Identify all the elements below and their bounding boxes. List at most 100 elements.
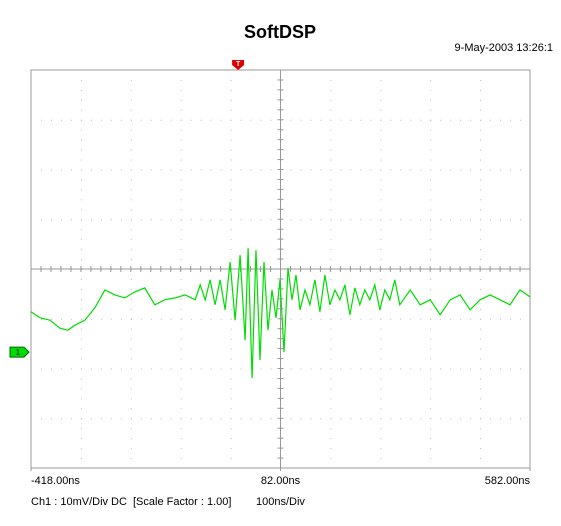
grid-dot <box>410 219 412 221</box>
trigger-marker <box>232 60 245 70</box>
grid-dot <box>40 368 42 370</box>
grid-dot <box>380 418 382 420</box>
grid-dot <box>430 368 432 370</box>
grid-dot <box>430 438 432 440</box>
grid-dot <box>150 169 152 171</box>
grid-dot <box>130 89 132 91</box>
grid-dot <box>380 259 382 261</box>
grid-dot <box>480 388 482 390</box>
grid-dot <box>480 229 482 231</box>
grid-dot <box>380 378 382 380</box>
grid-dot <box>80 129 82 131</box>
grid-dot <box>200 169 202 171</box>
grid-dot <box>320 219 322 221</box>
grid-dot <box>180 99 182 101</box>
grid-dot <box>420 418 422 420</box>
grid-dot <box>80 408 82 410</box>
grid-dot <box>330 428 332 430</box>
grid-dot <box>80 219 82 221</box>
grid-dot <box>380 368 382 370</box>
grid-dot <box>330 398 332 400</box>
grid-dot <box>180 458 182 460</box>
grid-dot <box>130 159 132 161</box>
grid-dot <box>380 388 382 390</box>
grid-dot <box>180 328 182 330</box>
grid-dot <box>440 418 442 420</box>
grid-dot <box>130 388 132 390</box>
grid-dot <box>500 169 502 171</box>
grid-dot <box>360 318 362 320</box>
grid-dot <box>380 278 382 280</box>
grid-dot <box>420 368 422 370</box>
grid-dot <box>480 338 482 340</box>
grid-dot <box>290 318 292 320</box>
grid-dot <box>430 418 432 420</box>
grid-dot <box>60 368 62 370</box>
grid-dot <box>380 398 382 400</box>
grid-dot <box>80 308 82 310</box>
grid-dot <box>130 318 132 320</box>
grid-dot <box>330 219 332 221</box>
grid-dot <box>260 418 262 420</box>
grid-dot <box>360 219 362 221</box>
grid-dot <box>230 328 232 330</box>
grid-dot <box>110 418 112 420</box>
grid-dot <box>210 219 212 221</box>
grid-dot <box>450 119 452 121</box>
grid-dot <box>190 169 192 171</box>
grid-dot <box>130 368 132 370</box>
grid-dot <box>240 169 242 171</box>
grid-dot <box>510 368 512 370</box>
grid-dot <box>370 318 372 320</box>
grid-dot <box>430 288 432 290</box>
grid-dot <box>160 318 162 320</box>
grid-dot <box>180 368 182 370</box>
grid-dot <box>220 318 222 320</box>
grid-dot <box>180 129 182 131</box>
grid-dot <box>480 189 482 191</box>
grid-dot <box>200 219 202 221</box>
grid-dot <box>130 348 132 350</box>
grid-dot <box>440 318 442 320</box>
x-tick-label: 582.00ns <box>485 475 531 487</box>
grid-dot <box>320 169 322 171</box>
grid-dot <box>180 398 182 400</box>
grid-dot <box>230 129 232 131</box>
grid-dot <box>410 368 412 370</box>
grid-dot <box>80 338 82 340</box>
grid-dot <box>390 219 392 221</box>
grid-dot <box>430 229 432 231</box>
grid-dot <box>110 318 112 320</box>
grid-dot <box>480 398 482 400</box>
grid-dot <box>230 99 232 101</box>
grid-dot <box>260 318 262 320</box>
grid-dot <box>500 368 502 370</box>
grid-dot <box>330 358 332 360</box>
grid-dot <box>480 199 482 201</box>
grid-dot <box>450 418 452 420</box>
grid-dot <box>480 99 482 101</box>
grid-dot <box>90 169 92 171</box>
grid-dot <box>250 169 252 171</box>
grid-dot <box>210 418 212 420</box>
grid-dot <box>330 189 332 191</box>
grid-dot <box>300 119 302 121</box>
grid-dot <box>380 139 382 141</box>
grid-dot <box>270 318 272 320</box>
grid-dot <box>430 79 432 81</box>
grid-dot <box>230 318 232 320</box>
grid-dot <box>330 159 332 161</box>
grid-dot <box>430 179 432 181</box>
grid-dot <box>190 219 192 221</box>
grid-dot <box>80 139 82 141</box>
grid-dot <box>330 229 332 231</box>
grid-dot <box>260 368 262 370</box>
grid-dot <box>430 298 432 300</box>
grid-dot <box>120 219 122 221</box>
grid-dot <box>180 179 182 181</box>
grid-dot <box>180 378 182 380</box>
grid-dot <box>380 159 382 161</box>
grid-dot <box>380 338 382 340</box>
grid-dot <box>370 418 372 420</box>
grid-dot <box>320 318 322 320</box>
